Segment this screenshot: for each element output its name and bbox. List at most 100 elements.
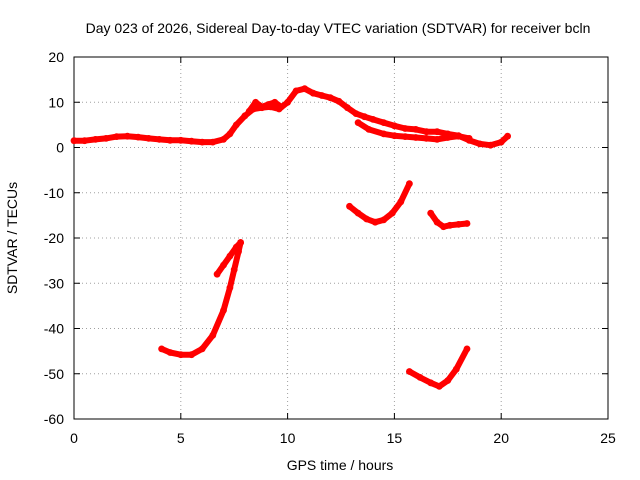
data-point <box>232 243 240 251</box>
data-point <box>433 218 441 226</box>
data-point <box>391 132 398 140</box>
y-tick-label: -50 <box>44 366 64 382</box>
data-point <box>158 345 166 353</box>
data-point <box>455 221 462 228</box>
data-point <box>198 345 206 353</box>
data-point <box>292 87 300 95</box>
data-point <box>92 136 99 143</box>
series-main-track <box>71 85 511 149</box>
data-point <box>465 135 473 142</box>
data-point <box>416 374 424 381</box>
data-point <box>252 98 259 106</box>
data-point <box>433 136 441 143</box>
data-point <box>388 209 396 217</box>
data-point <box>309 89 317 97</box>
data-point <box>455 132 462 140</box>
data-point <box>440 223 447 231</box>
data-point <box>423 128 430 136</box>
data-point <box>361 113 368 121</box>
series-layer <box>70 85 511 390</box>
data-point <box>134 133 142 141</box>
x-tick-label: 25 <box>600 430 616 446</box>
data-point <box>237 239 245 246</box>
data-point <box>463 345 471 353</box>
data-point <box>209 138 217 146</box>
data-point <box>226 284 234 292</box>
data-point <box>401 133 409 141</box>
data-point <box>188 351 195 359</box>
data-point <box>326 94 334 102</box>
data-point <box>352 110 360 117</box>
data-point <box>435 383 443 390</box>
data-point <box>230 266 238 274</box>
data-point <box>124 132 131 140</box>
data-point <box>213 270 221 278</box>
data-point <box>198 138 206 146</box>
y-tick-label: 10 <box>48 94 64 110</box>
data-point <box>220 261 227 269</box>
data-point <box>380 130 388 138</box>
data-point <box>401 125 409 132</box>
data-point <box>241 112 249 120</box>
grid <box>74 57 608 419</box>
data-point <box>226 130 234 138</box>
y-tick-label: -20 <box>44 230 64 246</box>
chart-title: Day 023 of 2026, Sidereal Day-to-day VTE… <box>86 20 591 36</box>
data-point <box>113 133 121 141</box>
data-point <box>344 104 351 112</box>
data-point <box>102 135 110 142</box>
data-point <box>427 209 435 217</box>
data-point <box>444 134 452 141</box>
data-point <box>463 220 471 227</box>
data-point <box>497 138 505 146</box>
x-tick-label: 0 <box>70 430 78 446</box>
y-tick-label: -40 <box>44 321 64 337</box>
y-tick-label: 20 <box>48 49 64 65</box>
data-point <box>271 98 279 106</box>
data-point <box>335 97 343 105</box>
data-point <box>504 132 511 140</box>
data-point <box>406 368 413 375</box>
y-tick-label: -10 <box>44 185 64 201</box>
x-tick-label: 5 <box>177 430 185 446</box>
data-point <box>209 331 217 339</box>
data-point <box>397 198 405 206</box>
data-point <box>412 125 420 133</box>
data-point <box>446 221 454 229</box>
data-point <box>380 119 388 126</box>
data-point <box>444 377 452 384</box>
data-point <box>369 116 377 123</box>
data-point <box>177 136 185 144</box>
x-tick-label: 15 <box>387 430 403 446</box>
data-point <box>433 128 441 136</box>
data-point <box>284 98 291 106</box>
data-point <box>258 103 266 111</box>
y-tick-label: -30 <box>44 275 64 291</box>
data-point <box>70 137 78 145</box>
data-point <box>391 122 398 130</box>
data-point <box>354 209 362 217</box>
data-point <box>487 141 494 149</box>
data-point <box>365 125 373 133</box>
y-tick-label: -60 <box>44 411 64 427</box>
data-point <box>427 379 435 387</box>
data-point <box>166 349 174 356</box>
data-point <box>277 103 285 111</box>
data-point <box>188 137 195 145</box>
data-point <box>81 137 89 145</box>
data-point <box>220 307 227 314</box>
data-point <box>412 134 420 141</box>
data-point <box>476 140 484 148</box>
y-tick-label: 0 <box>56 140 64 156</box>
x-tick-label: 20 <box>493 430 509 446</box>
y-axis-label: SDTVAR / TECUs <box>4 182 20 294</box>
data-point <box>354 119 362 126</box>
axis-ticks: 0 5 10 15 20 25 -60 -50 -40 -30 -20 -10 0 10 20 <box>44 49 616 446</box>
data-point <box>346 202 353 210</box>
data-point <box>380 216 388 224</box>
data-point <box>177 351 185 359</box>
data-point <box>452 365 460 373</box>
data-point <box>265 101 272 108</box>
data-point <box>245 107 253 115</box>
